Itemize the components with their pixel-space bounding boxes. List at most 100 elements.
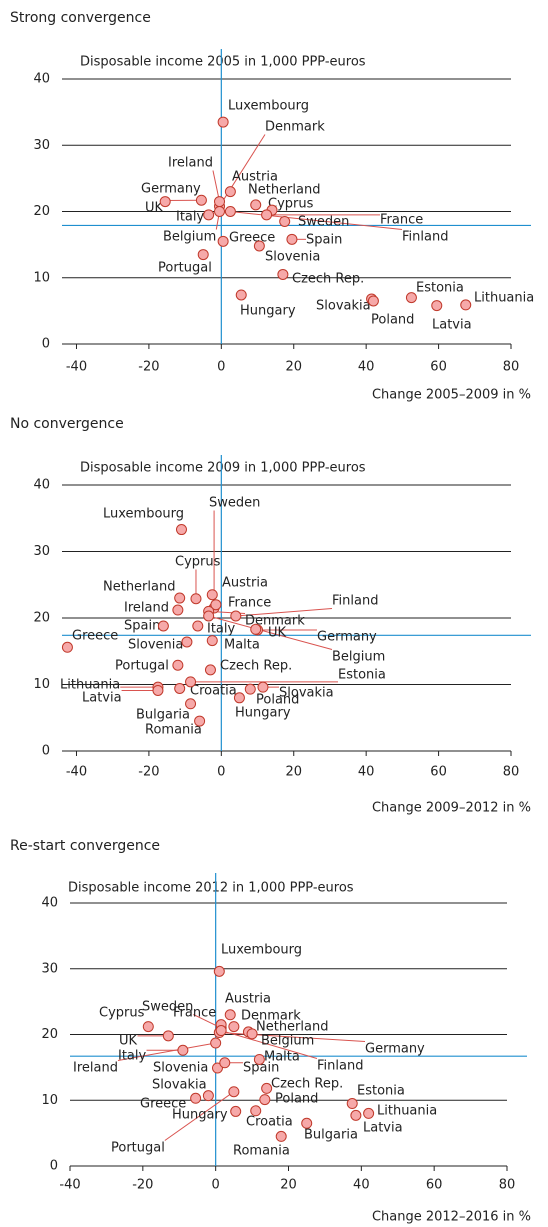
x-tick-label: 0: [212, 1178, 220, 1193]
x-tick-label: 0: [217, 765, 225, 780]
point-label: Estonia: [357, 1084, 405, 1099]
data-point: [250, 199, 262, 211]
data-point: [286, 233, 298, 245]
x-tick-label: -40: [66, 765, 87, 780]
point-label: Germany: [365, 1042, 425, 1057]
point-label: Cyprus: [99, 1006, 145, 1021]
x-axis-label: Change 2012–2016 in %: [372, 1210, 531, 1225]
data-point: [210, 1037, 222, 1049]
data-point: [217, 235, 229, 247]
data-point: [230, 610, 242, 622]
data-point: [363, 1107, 375, 1119]
point-label: Sweden: [209, 496, 260, 511]
x-tick-label: -40: [59, 1178, 80, 1193]
x-tick-label: 60: [430, 360, 447, 375]
leader-line: [230, 211, 403, 230]
point-label: Denmark: [241, 1009, 301, 1024]
data-point: [213, 965, 225, 977]
data-point: [192, 620, 204, 632]
data-point: [174, 682, 186, 694]
x-axis-label: Change 2005–2009 in %: [372, 388, 531, 403]
x-tick-label: 60: [426, 1178, 443, 1193]
point-label: Slovakia: [279, 686, 334, 701]
leader-line: [164, 1091, 235, 1141]
data-point: [203, 610, 215, 622]
data-point: [174, 592, 186, 604]
point-label: Slovenia: [128, 638, 183, 653]
panel-title: Re-start convergence: [10, 838, 160, 854]
point-label: Malta: [264, 1050, 300, 1065]
data-point: [61, 641, 73, 653]
x-tick-label: 80: [499, 1178, 516, 1193]
point-label: Latvia: [432, 318, 472, 333]
data-point: [194, 715, 206, 727]
point-label: Czech Rep.: [271, 1077, 343, 1092]
point-label: Slovakia: [152, 1078, 207, 1093]
data-point: [431, 300, 443, 312]
point-label: Latvia: [363, 1121, 403, 1136]
data-point: [185, 698, 197, 710]
point-label: Germany: [317, 630, 377, 645]
y-tick-label: 30: [33, 138, 50, 153]
data-point: [210, 599, 222, 611]
y-tick-label: 0: [42, 337, 50, 352]
data-point: [460, 299, 472, 311]
data-point: [224, 206, 236, 217]
point-label: Netherland: [248, 183, 320, 198]
data-point: [185, 676, 197, 688]
data-point: [197, 249, 209, 261]
point-label: Romania: [145, 723, 202, 738]
leader-line: [208, 615, 333, 650]
x-tick-label: 40: [358, 765, 375, 780]
point-label: Hungary: [235, 706, 291, 721]
point-label: Belgium: [163, 230, 216, 245]
y-axis-label: Disposable income 2009 in 1,000 PPP-euro…: [80, 461, 366, 476]
point-label: UK: [119, 1034, 138, 1049]
x-axis-label: Change 2009–2012 in %: [372, 801, 531, 816]
data-point: [224, 186, 236, 198]
point-label: Italy: [176, 210, 205, 225]
point-label: Czech Rep.: [292, 272, 364, 287]
point-label: Poland: [275, 1092, 318, 1107]
x-tick-label: 0: [217, 360, 225, 375]
data-point: [214, 206, 226, 217]
data-point: [259, 1094, 271, 1106]
point-label: Denmark: [245, 614, 305, 629]
point-label: Austria: [222, 576, 268, 591]
data-point: [405, 292, 417, 304]
x-tick-label: 20: [280, 1178, 297, 1193]
y-tick-label: 20: [41, 1027, 58, 1042]
data-point: [157, 620, 169, 632]
point-label: France: [228, 596, 271, 611]
point-label: Greece: [72, 629, 118, 644]
point-label: Belgium: [261, 1034, 314, 1049]
point-label: Slovenia: [153, 1061, 208, 1076]
data-point: [181, 636, 193, 648]
point-label: Austria: [232, 170, 278, 185]
data-point: [172, 604, 184, 616]
point-label: Portugal: [158, 261, 212, 276]
data-point: [230, 1105, 242, 1117]
x-tick-label: 40: [358, 360, 375, 375]
x-tick-label: 40: [353, 1178, 370, 1193]
point-label: Finland: [332, 594, 378, 609]
data-point: [253, 1053, 265, 1065]
point-label: Ireland: [168, 156, 213, 171]
point-label: Estonia: [338, 668, 386, 683]
point-label: Hungary: [172, 1108, 228, 1123]
data-point: [346, 1098, 358, 1110]
point-label: Czech Rep.: [220, 659, 292, 674]
point-label: Bulgaria: [304, 1128, 358, 1143]
data-point: [190, 1092, 202, 1104]
point-label: Sweden: [142, 1000, 193, 1015]
data-point: [253, 240, 265, 252]
point-label: Italy: [118, 1049, 147, 1064]
data-point: [172, 659, 184, 671]
leader-line: [117, 1042, 216, 1061]
point-label: Portugal: [115, 659, 169, 674]
point-label: Luxembourg: [103, 507, 184, 522]
point-label: Netherland: [103, 580, 175, 595]
point-label: Ireland: [124, 601, 169, 616]
y-axis-label: Disposable income 2005 in 1,000 PPP-euro…: [80, 55, 366, 70]
point-label: Cyprus: [268, 197, 314, 212]
